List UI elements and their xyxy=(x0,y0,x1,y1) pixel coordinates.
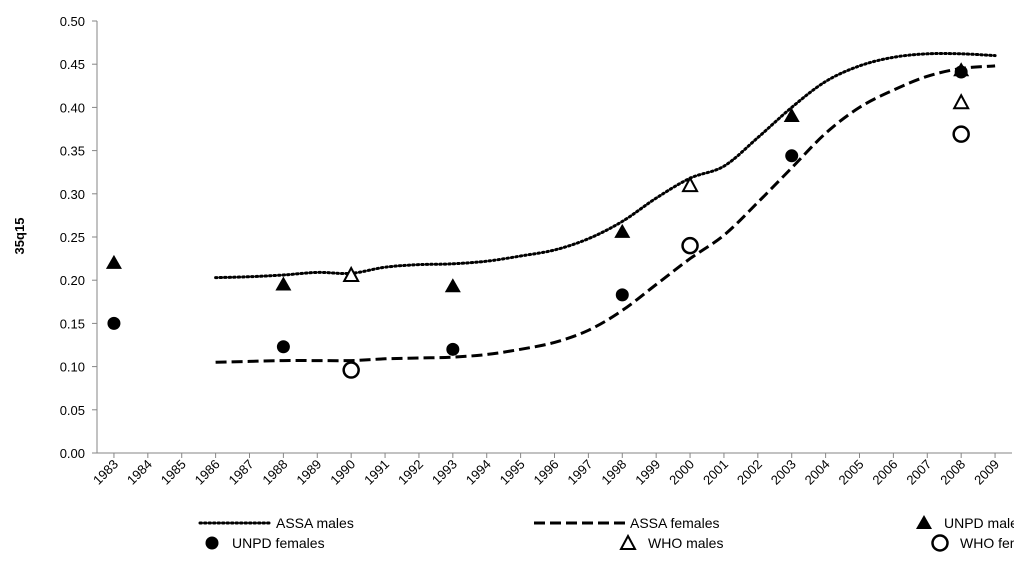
x-tick-label: 1996 xyxy=(531,457,562,488)
legend-swatch-who-females xyxy=(931,534,949,552)
x-tick-label: 1998 xyxy=(598,457,629,488)
unpd-males-point xyxy=(783,108,800,123)
assa-males-line xyxy=(214,52,997,280)
unpd-females-point xyxy=(954,65,968,79)
x-tick-label: 1994 xyxy=(463,457,494,488)
x-tick-label: 1997 xyxy=(564,457,595,488)
y-tick-label: 0.30 xyxy=(60,187,85,202)
legend-label-unpd-females: UNPD females xyxy=(232,535,325,551)
x-tick-label: 2001 xyxy=(700,457,731,488)
legend-swatch-unpd-females xyxy=(205,536,219,550)
legend-swatch-unpd-males xyxy=(916,515,932,529)
legend-label-who-females: WHO females xyxy=(960,535,1014,551)
x-tick-label: 1983 xyxy=(90,457,121,488)
x-tick-label: 2009 xyxy=(971,457,1002,488)
x-tick-label: 2008 xyxy=(937,457,968,488)
unpd-males-point xyxy=(105,254,122,269)
who-females-point xyxy=(952,125,970,143)
x-tick-label: 1999 xyxy=(632,457,663,488)
unpd-males-point xyxy=(614,223,631,238)
who-males-point xyxy=(952,93,970,110)
y-tick-label: 0.10 xyxy=(60,360,85,375)
unpd-females-point xyxy=(107,316,121,330)
x-tick-label: 1991 xyxy=(361,457,392,488)
x-tick-label: 1995 xyxy=(497,457,528,488)
x-tick-label: 1987 xyxy=(226,457,257,488)
x-tick-label: 2005 xyxy=(836,457,867,488)
legend-label-assa-females: ASSA females xyxy=(630,515,720,531)
x-tick-label: 2003 xyxy=(768,457,799,488)
x-tick-label: 1992 xyxy=(395,457,426,488)
who-males-point xyxy=(342,265,360,283)
x-tick-label: 1986 xyxy=(192,457,223,488)
unpd-females-point xyxy=(785,149,799,163)
legend-label-assa-males: ASSA males xyxy=(276,515,354,531)
legend-label-unpd-males: UNPD males xyxy=(944,515,1014,531)
y-tick-label: 0.15 xyxy=(60,316,85,331)
unpd-males-point xyxy=(444,278,461,293)
y-tick-label: 0.40 xyxy=(60,100,85,115)
legend-item-who-males: WHO males xyxy=(619,533,723,551)
x-tick-label: 1990 xyxy=(327,457,358,488)
x-tick-label: 2002 xyxy=(734,457,765,488)
unpd-males-point xyxy=(275,276,292,291)
legend-item-unpd-males: UNPD males xyxy=(916,515,1014,531)
who-females-point xyxy=(342,361,360,379)
y-axis-title: 35q15 xyxy=(12,218,27,255)
who-males-point xyxy=(681,176,699,193)
series-markers xyxy=(105,62,970,379)
y-tick-label: 0.45 xyxy=(60,57,85,72)
x-tick-label: 1988 xyxy=(259,457,290,488)
x-tick-label: 2007 xyxy=(903,457,934,488)
legend-label-who-males: WHO males xyxy=(648,535,723,551)
legend-item-who-females: WHO females xyxy=(931,534,1014,552)
legend-swatch-who-males xyxy=(619,533,637,550)
unpd-females-point xyxy=(446,342,460,356)
x-tick-label: 1984 xyxy=(124,457,155,488)
y-tick-label: 0.50 xyxy=(60,14,85,29)
legend-item-assa-males: ASSA males xyxy=(198,515,354,531)
x-tick-label: 1993 xyxy=(429,457,460,488)
series-lines xyxy=(214,52,997,364)
x-tick-label: 1985 xyxy=(158,457,189,488)
y-tick-label: 0.05 xyxy=(60,403,85,418)
who-females-point xyxy=(681,236,699,255)
x-tick-label: 2000 xyxy=(666,457,697,488)
legend-item-assa-females: ASSA females xyxy=(534,515,720,531)
x-tick-label: 1989 xyxy=(293,457,324,488)
unpd-females-point xyxy=(615,288,629,302)
unpd-females-point xyxy=(276,340,290,354)
legend: ASSA males ASSA females UNPD males UNPD fem… xyxy=(198,515,1014,552)
y-tick-label: 0.20 xyxy=(60,273,85,288)
y-tick-label: 0.00 xyxy=(60,446,85,461)
legend-item-unpd-females: UNPD females xyxy=(205,535,325,551)
x-tick-label: 2006 xyxy=(869,457,900,488)
axes: 0.00 0.05 0.10 0.15 0.20 0.25 0.30 0.35 0.40 0.45… xyxy=(60,14,1012,488)
y-tick-label: 0.25 xyxy=(60,230,85,245)
assa-females-line xyxy=(215,64,996,364)
y-tick-label: 0.35 xyxy=(60,144,85,159)
x-tick-label: 2004 xyxy=(802,457,833,488)
